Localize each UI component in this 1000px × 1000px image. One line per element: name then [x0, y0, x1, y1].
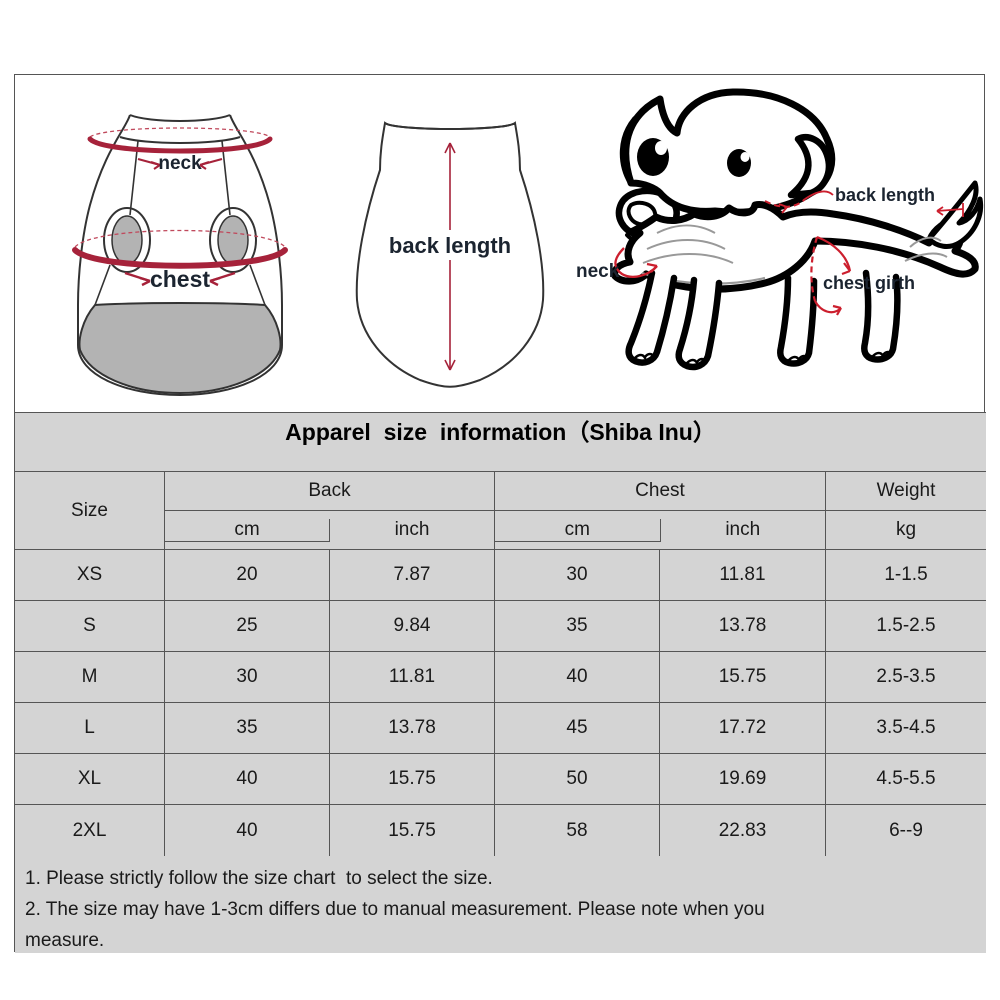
- svg-text:back length: back length: [835, 185, 935, 205]
- svg-text:neck: neck: [158, 153, 202, 174]
- svg-text:chest: chest: [150, 266, 210, 292]
- svg-text:neck: neck: [576, 261, 620, 282]
- svg-text:back length: back length: [389, 233, 511, 258]
- svg-text:chest girth: chest girth: [823, 273, 915, 293]
